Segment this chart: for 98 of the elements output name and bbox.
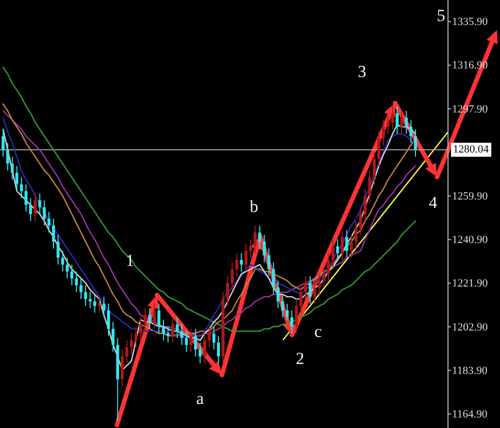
candlestick bbox=[189, 328, 192, 352]
candlestick bbox=[130, 332, 133, 355]
y-tick-label: 1259.90 bbox=[452, 190, 488, 203]
candlestick bbox=[249, 238, 252, 258]
candlestick bbox=[235, 252, 238, 277]
candlestick bbox=[272, 262, 275, 295]
candlestick bbox=[52, 218, 55, 250]
candlestick bbox=[171, 316, 174, 344]
candlestick bbox=[304, 276, 308, 300]
candlestick bbox=[216, 335, 220, 364]
candlestick bbox=[198, 342, 202, 364]
candlestick bbox=[34, 192, 37, 222]
candlestick bbox=[139, 316, 142, 341]
candlestick bbox=[332, 238, 335, 268]
candlestick bbox=[267, 248, 270, 277]
candlestick bbox=[47, 211, 50, 233]
candlestick bbox=[107, 303, 110, 336]
candlestick bbox=[184, 330, 188, 352]
candlestick bbox=[240, 252, 243, 272]
candlestick bbox=[208, 326, 211, 348]
candlestick bbox=[2, 128, 5, 158]
candlestick bbox=[6, 142, 10, 172]
candlestick bbox=[262, 234, 266, 263]
candlestick bbox=[359, 206, 362, 236]
candlestick bbox=[372, 152, 376, 185]
candlestick bbox=[340, 230, 344, 261]
candlestick bbox=[377, 131, 380, 166]
candlestick bbox=[102, 296, 106, 318]
candlestick bbox=[386, 114, 390, 134]
candlestick bbox=[180, 324, 184, 346]
candlestick bbox=[134, 326, 138, 348]
candlestick bbox=[148, 308, 152, 330]
candlestick bbox=[308, 276, 312, 304]
candlestick bbox=[409, 120, 412, 144]
annotation: 2 bbox=[296, 348, 304, 368]
candlestick bbox=[212, 326, 216, 350]
candlestick bbox=[244, 243, 248, 272]
candlestick bbox=[391, 106, 394, 130]
candlestick bbox=[318, 273, 321, 295]
annotation: c bbox=[314, 322, 322, 341]
candlestick bbox=[336, 238, 340, 261]
candlestick bbox=[404, 110, 408, 134]
candlestick bbox=[152, 303, 156, 330]
candlestick bbox=[281, 294, 284, 318]
candlestick bbox=[350, 234, 353, 258]
candlestick bbox=[345, 230, 348, 258]
text: 5 bbox=[436, 6, 446, 25]
candlestick bbox=[42, 200, 46, 226]
candlestick bbox=[290, 310, 294, 334]
candlestick bbox=[313, 280, 316, 304]
y-tick-label: 1335.90 bbox=[452, 16, 488, 28]
candlestick bbox=[112, 321, 115, 352]
candlestick bbox=[144, 308, 147, 332]
candlestick bbox=[226, 276, 230, 306]
candlestick bbox=[80, 278, 82, 300]
text: 4 bbox=[428, 192, 438, 212]
candlestick bbox=[294, 298, 298, 334]
candlestick bbox=[286, 303, 289, 320]
annotation: 3 bbox=[358, 62, 366, 81]
candlestick bbox=[157, 303, 160, 334]
candlestick bbox=[162, 319, 165, 341]
candlestick bbox=[74, 270, 78, 293]
candlestick bbox=[120, 349, 124, 387]
candlestick bbox=[15, 165, 18, 192]
candlestick bbox=[24, 184, 28, 212]
candlestick bbox=[84, 284, 88, 306]
candlestick bbox=[176, 316, 179, 339]
candlestick bbox=[364, 188, 367, 222]
candlestick bbox=[98, 296, 101, 314]
candlestick bbox=[56, 234, 60, 266]
candlestick bbox=[125, 340, 128, 364]
candlestick bbox=[414, 128, 417, 158]
candlestick bbox=[322, 266, 326, 288]
candlestick bbox=[276, 280, 280, 309]
candlestick bbox=[382, 120, 385, 146]
y-tick-label: 1183.90 bbox=[452, 364, 488, 377]
candlestick bbox=[354, 220, 358, 250]
candlestick bbox=[368, 170, 372, 204]
candlestick bbox=[70, 264, 74, 286]
candlestick bbox=[61, 250, 64, 272]
ref-line-label: 1280.04 bbox=[453, 143, 490, 156]
candlestick bbox=[194, 328, 198, 357]
y-tick-label: 1221.90 bbox=[452, 278, 488, 290]
candlestick bbox=[203, 332, 206, 364]
y-tick-label: 1240.90 bbox=[452, 234, 488, 246]
candlestick bbox=[29, 198, 32, 222]
y-tick-label: 1164.90 bbox=[452, 408, 488, 421]
candlestick bbox=[258, 225, 262, 250]
candlestick bbox=[254, 225, 257, 254]
candlestick bbox=[326, 252, 330, 282]
candlestick bbox=[88, 292, 92, 309]
y-tick-label: 1202.90 bbox=[452, 321, 488, 334]
annotation: a bbox=[196, 388, 204, 408]
candlestick bbox=[396, 106, 399, 134]
candlestick bbox=[230, 262, 234, 290]
annotation: b bbox=[250, 196, 258, 216]
candlestick bbox=[299, 284, 302, 314]
candlestick bbox=[20, 176, 23, 199]
